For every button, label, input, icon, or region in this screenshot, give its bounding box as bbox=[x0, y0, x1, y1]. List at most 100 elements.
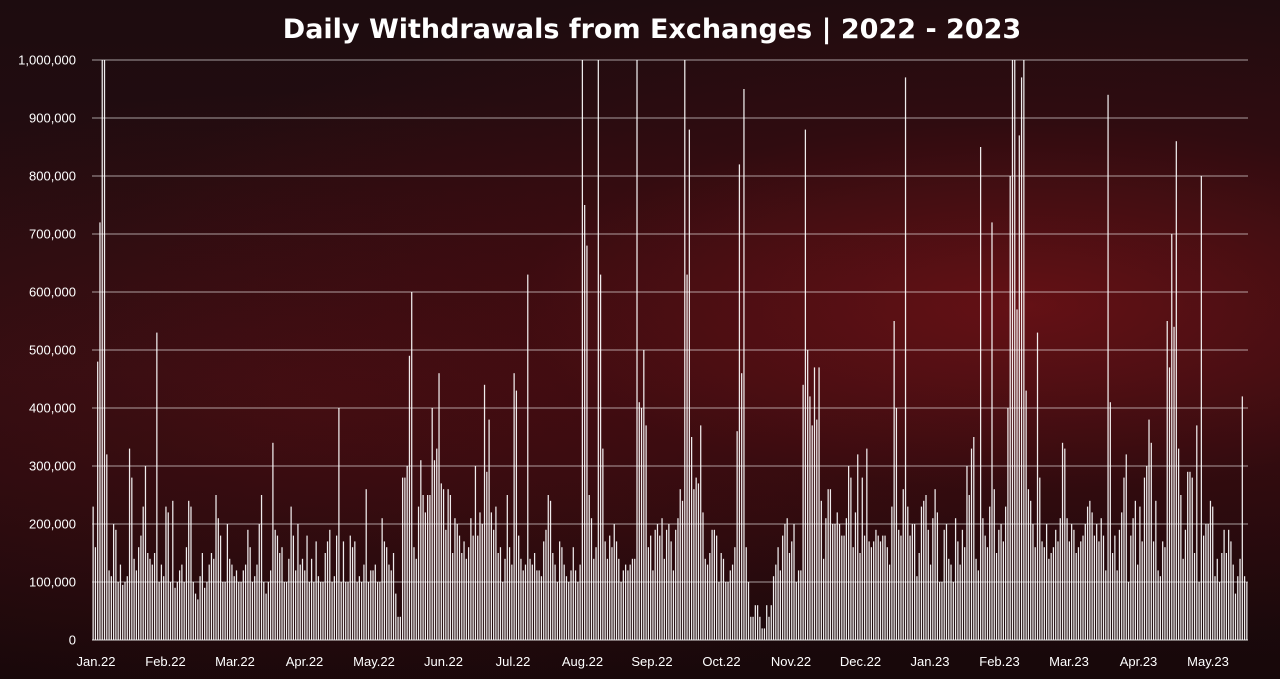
bar bbox=[713, 529, 715, 640]
bar bbox=[606, 558, 609, 640]
bar bbox=[115, 529, 117, 640]
bar bbox=[110, 576, 112, 640]
bar bbox=[101, 60, 103, 640]
bar bbox=[1125, 454, 1127, 640]
bar bbox=[1105, 570, 1107, 640]
bar bbox=[1177, 448, 1180, 640]
bar bbox=[684, 60, 686, 640]
bar bbox=[463, 541, 465, 640]
bar bbox=[536, 570, 538, 640]
bar bbox=[843, 535, 845, 640]
bar bbox=[429, 495, 431, 640]
bar bbox=[383, 541, 386, 640]
bar bbox=[99, 222, 101, 640]
bar bbox=[1007, 408, 1009, 640]
bar bbox=[989, 506, 991, 640]
bar bbox=[194, 593, 197, 640]
bar bbox=[911, 524, 913, 640]
bar bbox=[772, 576, 775, 640]
bar bbox=[761, 628, 763, 640]
bar bbox=[904, 77, 907, 640]
bar bbox=[825, 518, 827, 640]
bar bbox=[1203, 535, 1205, 640]
bar bbox=[572, 547, 574, 640]
bar bbox=[925, 495, 927, 640]
bar bbox=[775, 564, 777, 640]
bar bbox=[1223, 529, 1225, 640]
bar bbox=[381, 518, 383, 640]
bar bbox=[183, 582, 185, 640]
bar bbox=[982, 518, 984, 640]
bar bbox=[408, 355, 411, 640]
bar bbox=[791, 541, 793, 640]
bar bbox=[94, 547, 97, 640]
bar bbox=[242, 570, 244, 640]
bar bbox=[174, 587, 176, 640]
bar bbox=[704, 558, 706, 640]
bar bbox=[868, 541, 870, 640]
bar bbox=[756, 605, 759, 640]
bar bbox=[336, 535, 338, 640]
bar bbox=[276, 535, 279, 640]
bar bbox=[474, 466, 477, 640]
bar bbox=[873, 541, 875, 640]
bar bbox=[993, 489, 995, 640]
bar bbox=[135, 570, 137, 640]
bar bbox=[888, 564, 891, 640]
bar bbox=[727, 582, 729, 640]
bar bbox=[672, 570, 675, 640]
bar bbox=[244, 564, 247, 640]
bar bbox=[477, 535, 479, 640]
bar bbox=[957, 541, 959, 640]
bar bbox=[199, 576, 201, 640]
bar bbox=[285, 582, 288, 640]
bar bbox=[397, 616, 399, 640]
bar bbox=[297, 524, 299, 640]
bar bbox=[675, 529, 677, 640]
bar bbox=[1155, 500, 1157, 640]
bar bbox=[1243, 576, 1246, 640]
bar bbox=[656, 524, 659, 640]
bar bbox=[388, 564, 390, 640]
bar bbox=[247, 529, 249, 640]
bar bbox=[729, 570, 731, 640]
bar bbox=[1091, 512, 1093, 640]
bar bbox=[420, 460, 422, 640]
bar bbox=[329, 529, 331, 640]
bar bbox=[565, 576, 568, 640]
bar bbox=[390, 570, 392, 640]
x-tick-label: Feb.23 bbox=[979, 654, 1019, 669]
bar bbox=[743, 89, 745, 640]
bar bbox=[1225, 553, 1228, 640]
bar bbox=[700, 425, 702, 640]
bar bbox=[1230, 541, 1232, 640]
bar bbox=[481, 524, 483, 640]
bar bbox=[1193, 553, 1196, 640]
bar bbox=[1189, 471, 1191, 640]
bar bbox=[738, 164, 741, 640]
bar bbox=[693, 489, 695, 640]
bar bbox=[117, 582, 119, 640]
bar bbox=[1200, 176, 1202, 640]
bar bbox=[103, 60, 106, 640]
bar bbox=[165, 506, 167, 640]
bar bbox=[260, 495, 263, 640]
bar bbox=[283, 582, 285, 640]
bar bbox=[1002, 541, 1004, 640]
bar bbox=[549, 500, 552, 640]
bar bbox=[386, 547, 388, 640]
bar bbox=[497, 553, 499, 640]
bar bbox=[233, 576, 235, 640]
bar bbox=[249, 547, 251, 640]
bar bbox=[852, 547, 854, 640]
bar bbox=[879, 541, 882, 640]
bar bbox=[167, 512, 169, 640]
bar bbox=[800, 570, 802, 640]
x-tick-label: Nov.22 bbox=[771, 654, 811, 669]
bar bbox=[640, 408, 643, 640]
bar bbox=[613, 524, 615, 640]
bar bbox=[529, 558, 531, 640]
bar bbox=[552, 553, 554, 640]
bar bbox=[204, 587, 206, 640]
bar bbox=[722, 558, 725, 640]
